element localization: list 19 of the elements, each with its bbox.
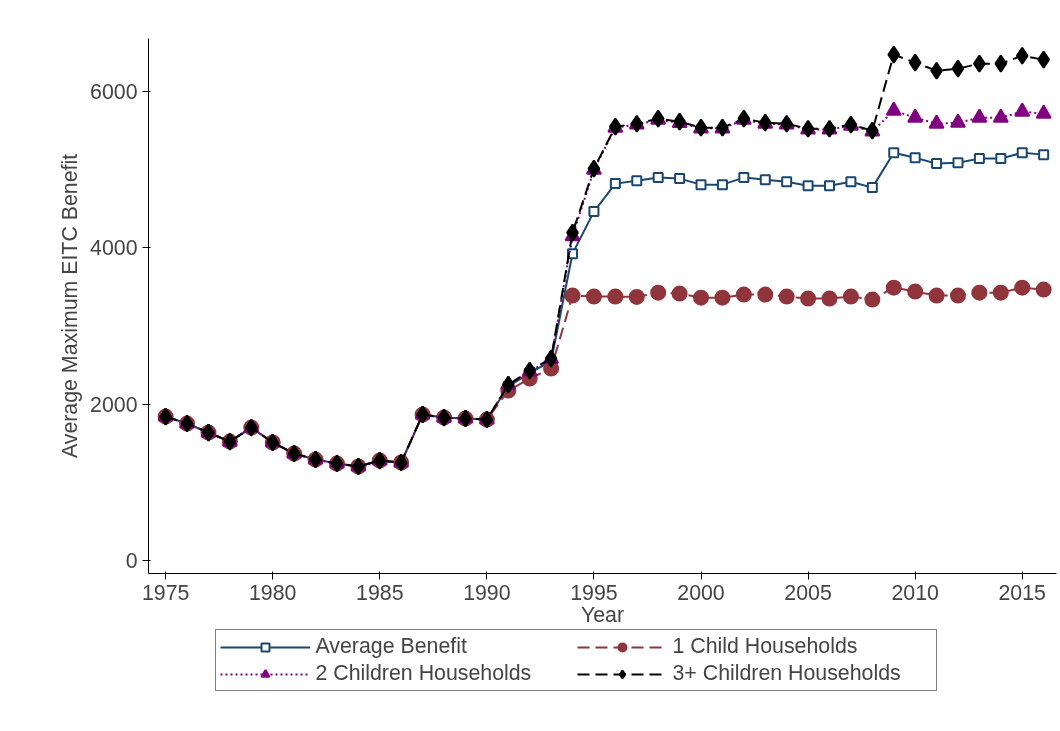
x-tick-label: 2010 bbox=[891, 580, 940, 605]
y-tick-label: 4000 bbox=[90, 236, 138, 261]
y-tick-label: 2000 bbox=[90, 392, 138, 417]
x-axis-title: Year bbox=[580, 602, 625, 627]
legend-label: Average Benefit bbox=[315, 634, 468, 659]
legend-label: 1 Child Households bbox=[672, 634, 859, 659]
legend-label: 3+ Children Households bbox=[672, 661, 902, 686]
x-tick-label: 1990 bbox=[463, 580, 511, 605]
y-axis-title: Average Maximum EITC Benefit bbox=[58, 153, 83, 459]
x-tick-label: 1980 bbox=[248, 580, 297, 605]
x-tick-label: 2005 bbox=[784, 580, 832, 605]
x-tick-label: 1985 bbox=[356, 580, 404, 605]
legend-label: 2 Children Households bbox=[315, 661, 533, 686]
x-tick-label: 2015 bbox=[998, 580, 1046, 605]
x-tick-label: 1995 bbox=[570, 580, 618, 605]
y-tick-label: 6000 bbox=[90, 80, 138, 105]
x-tick-label: 2000 bbox=[677, 580, 725, 605]
y-tick-label: 0 bbox=[125, 549, 138, 574]
x-tick-label: 1975 bbox=[141, 580, 190, 605]
